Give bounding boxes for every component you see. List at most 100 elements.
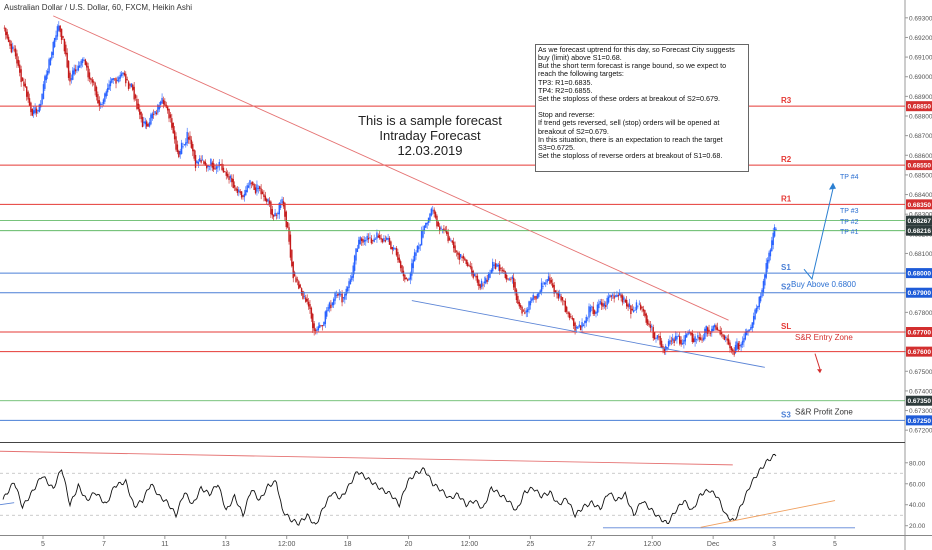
candle-body	[479, 284, 481, 289]
candle-body	[187, 137, 190, 140]
candle-body	[603, 303, 606, 307]
candle-body	[38, 104, 40, 112]
rsi-tick-label: 60.00	[909, 481, 926, 488]
candle-body	[501, 269, 504, 271]
candle-body	[653, 332, 656, 340]
candle-body	[637, 305, 639, 307]
candle-body	[376, 232, 378, 239]
candle-body	[381, 238, 384, 243]
candle-body	[769, 249, 772, 257]
candle-body	[30, 102, 32, 113]
candle-body	[538, 292, 540, 297]
candle-body	[95, 86, 98, 98]
price-tick-label: 0.67200	[909, 428, 932, 435]
candle-body	[66, 52, 68, 68]
candle-body	[246, 185, 248, 192]
time-tick-label: 3	[772, 541, 776, 548]
candle-body	[365, 239, 367, 242]
forecast-title-line-3: 12.03.2019	[397, 143, 463, 158]
candle-body	[612, 294, 614, 296]
reverse-arrow-icon	[817, 369, 822, 374]
candle-body	[355, 248, 357, 261]
candle-body	[317, 326, 320, 331]
candle-body	[390, 241, 392, 250]
time-tick-label: 20	[405, 541, 413, 548]
candle-body	[577, 326, 579, 329]
candle-body	[109, 81, 112, 87]
candle-body	[722, 334, 724, 337]
candle-body	[656, 335, 659, 339]
candle-body	[56, 26, 59, 37]
candle-body	[563, 300, 565, 302]
candle-body	[5, 28, 7, 36]
candle-body	[295, 277, 297, 283]
candle-body	[298, 281, 300, 289]
candle-body	[571, 317, 573, 320]
candle-body	[256, 184, 258, 192]
candle-body	[626, 299, 628, 307]
candle-body	[605, 305, 607, 308]
candle-body	[231, 177, 233, 183]
candle-body	[268, 200, 271, 204]
candle-body	[261, 191, 264, 195]
candle-body	[339, 294, 342, 296]
candle-body	[510, 278, 512, 280]
candle-body	[279, 203, 282, 208]
rsi-tick-label: 40.00	[909, 502, 926, 509]
candle-body	[752, 316, 755, 325]
candle-body	[729, 342, 731, 349]
candle-body	[540, 282, 543, 292]
candle-body	[264, 195, 267, 201]
candle-body	[741, 340, 744, 345]
candle-body	[243, 193, 246, 198]
price-tick-label: 0.67500	[909, 369, 932, 376]
candle-body	[122, 72, 124, 75]
candle-body	[9, 40, 11, 46]
candle-body	[773, 227, 776, 237]
candle-body	[310, 307, 313, 319]
candle-body	[44, 76, 46, 89]
lower-channel-line	[411, 300, 765, 368]
candle-body	[415, 252, 417, 256]
candle-body	[737, 343, 740, 349]
candle-body	[506, 274, 508, 280]
candle-body	[432, 210, 434, 212]
candle-body	[757, 305, 759, 309]
candle-body	[215, 166, 218, 170]
candle-body	[725, 336, 727, 339]
level-name: S3	[781, 410, 791, 419]
candle-body	[115, 78, 117, 84]
rsi-trend-line	[0, 450, 733, 466]
candle-body	[236, 189, 239, 194]
chart-header: Australian Dollar / U.S. Dollar, 60, FXC…	[4, 3, 193, 12]
candle-body	[733, 350, 735, 355]
candle-body	[259, 186, 261, 189]
candle-body	[683, 339, 685, 344]
candle-body	[715, 325, 717, 330]
candle-body	[631, 308, 633, 311]
candle-body	[13, 49, 15, 51]
candle-body	[7, 36, 10, 42]
candle-body	[748, 329, 751, 331]
candle-body	[585, 316, 587, 323]
candle-body	[159, 101, 162, 105]
candle-body	[263, 194, 265, 197]
level-name: R2	[781, 155, 792, 164]
candle-body	[144, 121, 147, 125]
candle-body	[74, 69, 77, 72]
candle-body	[525, 310, 527, 313]
candle-body	[732, 349, 734, 352]
candle-body	[222, 167, 225, 173]
candle-body	[745, 330, 748, 336]
candle-body	[620, 294, 622, 298]
candle-body	[252, 181, 254, 185]
candle-body	[478, 280, 480, 286]
price-tick-label: 0.69000	[909, 74, 932, 81]
candle-body	[53, 37, 56, 48]
annotation-profit-zone: S&R Profit Zone	[795, 407, 853, 416]
rsi-tick-label: 80.00	[909, 460, 926, 467]
candle-body	[221, 163, 223, 170]
candle-body	[31, 108, 34, 116]
